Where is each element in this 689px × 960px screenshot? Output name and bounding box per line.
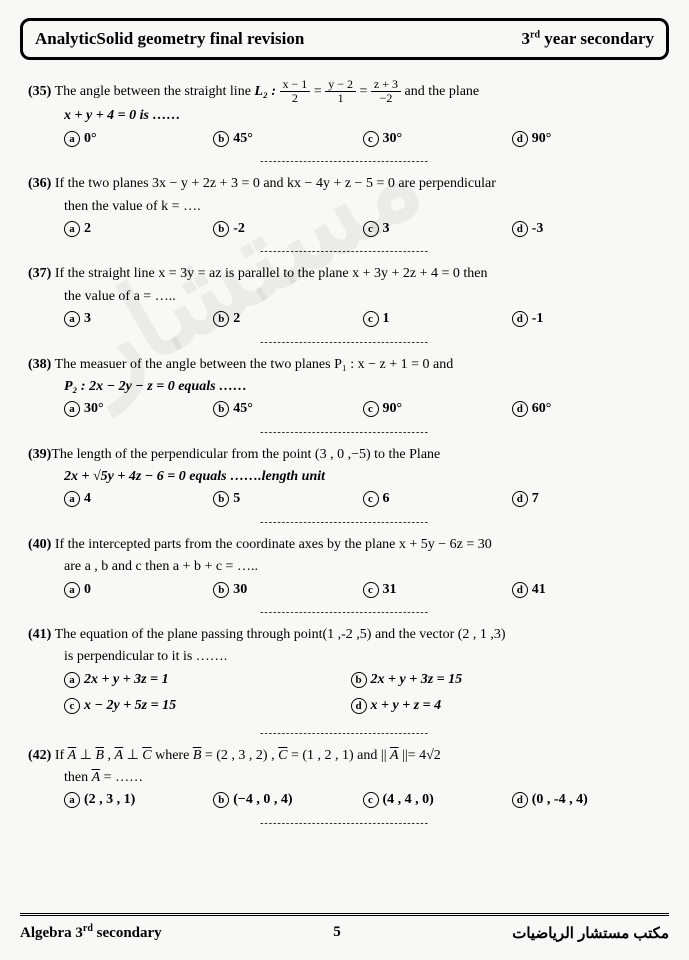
q35-opt-b[interactable]: b45°	[213, 128, 362, 150]
q39-opt-c[interactable]: c6	[363, 488, 512, 510]
q36-opt-b[interactable]: b-2	[213, 218, 362, 240]
question-41: (41) The equation of the plane passing t…	[20, 624, 669, 722]
q39-opt-a[interactable]: a4	[64, 488, 213, 510]
q37-opt-d[interactable]: d-1	[512, 308, 661, 330]
q41-opt-a[interactable]: a2x + y + 3z = 1	[64, 669, 351, 691]
q40-opt-a[interactable]: a0	[64, 579, 213, 601]
question-39: (39)The length of the perpendicular from…	[20, 444, 669, 511]
header-title-left: AnalyticSolid geometry final revision	[35, 29, 304, 49]
question-36: (36) If the two planes 3x − y + 2z + 3 =…	[20, 173, 669, 240]
q42-opt-d[interactable]: d(0 , -4 , 4)	[512, 789, 661, 811]
q36-opt-d[interactable]: d-3	[512, 218, 661, 240]
q35-opt-d[interactable]: d90°	[512, 128, 661, 150]
q37-opt-a[interactable]: a3	[64, 308, 213, 330]
q40-opt-d[interactable]: d41	[512, 579, 661, 601]
question-38: (38) The measuer of the angle between th…	[20, 354, 669, 421]
q38-opt-d[interactable]: d60°	[512, 398, 661, 420]
q39-opt-d[interactable]: d7	[512, 488, 661, 510]
divider: ---------------------------------------	[20, 517, 669, 528]
divider: ---------------------------------------	[20, 427, 669, 438]
divider: ---------------------------------------	[20, 156, 669, 167]
q38-opt-a[interactable]: a30°	[64, 398, 213, 420]
divider: ---------------------------------------	[20, 246, 669, 257]
divider: ---------------------------------------	[20, 728, 669, 739]
divider: ---------------------------------------	[20, 607, 669, 618]
q35-opt-a[interactable]: a0°	[64, 128, 213, 150]
q41-opt-c[interactable]: cx − 2y + 5z = 15	[64, 695, 351, 717]
header-box: AnalyticSolid geometry final revision 3r…	[20, 18, 669, 60]
q40-opt-b[interactable]: b30	[213, 579, 362, 601]
q40-opt-c[interactable]: c31	[363, 579, 512, 601]
question-37: (37) If the straight line x = 3y = az is…	[20, 263, 669, 330]
footer: Algebra 3rd secondary 5 مكتب مستشار الري…	[20, 913, 669, 942]
q41-opt-d[interactable]: dx + y + z = 4	[351, 695, 638, 717]
q38-opt-c[interactable]: c90°	[363, 398, 512, 420]
q36-opt-c[interactable]: c3	[363, 218, 512, 240]
page-number: 5	[333, 924, 341, 941]
footer-left: Algebra 3rd secondary	[20, 923, 162, 942]
q37-opt-b[interactable]: b2	[213, 308, 362, 330]
q38-opt-b[interactable]: b45°	[213, 398, 362, 420]
divider: ---------------------------------------	[20, 337, 669, 348]
q41-opt-b[interactable]: b2x + y + 3z = 15	[351, 669, 638, 691]
divider: ---------------------------------------	[20, 818, 669, 829]
header-title-right: 3rd year secondary	[522, 29, 654, 49]
q42-opt-b[interactable]: b(−4 , 0 , 4)	[213, 789, 362, 811]
q42-opt-c[interactable]: c(4 , 4 , 0)	[363, 789, 512, 811]
footer-right: مكتب مستشار الرياضيات	[512, 924, 669, 942]
q37-opt-c[interactable]: c1	[363, 308, 512, 330]
question-40: (40) If the intercepted parts from the c…	[20, 534, 669, 601]
q35-opt-c[interactable]: c30°	[363, 128, 512, 150]
q42-opt-a[interactable]: a(2 , 3 , 1)	[64, 789, 213, 811]
question-42: (42) If A ⊥ B , A ⊥ C where B = (2 , 3 ,…	[20, 745, 669, 812]
q36-opt-a[interactable]: a2	[64, 218, 213, 240]
q39-opt-b[interactable]: b5	[213, 488, 362, 510]
question-35: (35) The angle between the straight line…	[20, 78, 669, 150]
